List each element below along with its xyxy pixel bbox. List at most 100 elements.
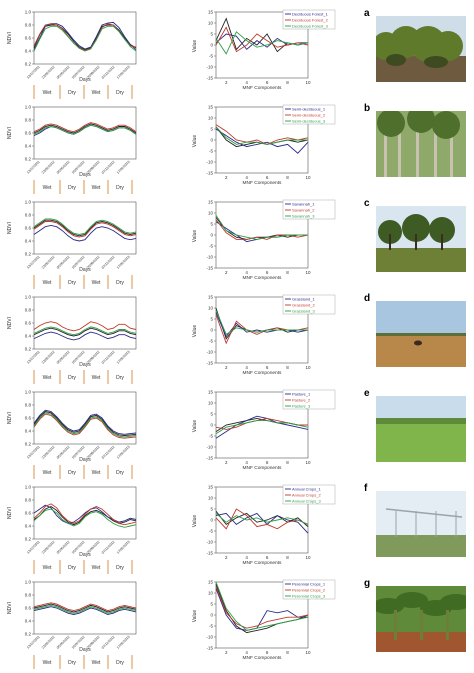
legend-box bbox=[282, 9, 336, 30]
mnf-chart: Value 15 10 5 0 -5 -10 -15 2 4 6 8 10 MNF Components D… bbox=[192, 9, 336, 91]
ndvi-series-line bbox=[33, 25, 137, 52]
mnf-series-line bbox=[215, 312, 309, 338]
season-label: Wet bbox=[43, 565, 52, 571]
mnf-chart: Value 15 10 5 0 -5 -10 -15 2 4 6 8 10 MNF Components G… bbox=[192, 294, 336, 376]
mnf-tick-label: 10 bbox=[208, 591, 214, 596]
ndvi-plot-frame bbox=[33, 296, 137, 350]
season-label: Wet bbox=[92, 660, 101, 666]
mnf-series-line bbox=[215, 31, 309, 55]
legend-entry: Semi-deciduous_2 bbox=[292, 113, 326, 118]
mnf-x-tick-label: 6 bbox=[266, 365, 269, 370]
mnf-tick-label: 15 bbox=[208, 485, 214, 490]
ndvi-series-line bbox=[33, 411, 137, 436]
mnf-tick-label: 10 bbox=[208, 401, 214, 406]
panel-letter: c bbox=[364, 198, 370, 209]
mnf-tick-label: -15 bbox=[206, 551, 213, 556]
mnf-x-tick-label: 4 bbox=[245, 270, 248, 275]
mnf-x-tick-label: 2 bbox=[225, 270, 228, 275]
mnf-x-tick-label: 6 bbox=[266, 80, 269, 85]
date-tick-label: 23/02/2012 bbox=[41, 255, 56, 270]
mnf-chart: Value 15 10 5 0 -5 -10 -15 2 4 6 8 10 MNF Components P… bbox=[192, 390, 336, 471]
date-tick-label: 13/12/2011 bbox=[26, 445, 41, 460]
date-tick-label: 17/02/2013 bbox=[116, 255, 131, 270]
ndvi-series-line bbox=[33, 412, 137, 438]
landscape-photo bbox=[376, 206, 466, 272]
mnf-series-line bbox=[215, 126, 308, 145]
mnf-tick-label: 0 bbox=[210, 233, 213, 238]
mnf-x-tick-label: 2 bbox=[225, 80, 228, 85]
mnf-x-tick-label: 10 bbox=[305, 175, 311, 180]
season-label: Dry bbox=[116, 375, 124, 381]
mnf-x-tick-label: 10 bbox=[305, 270, 311, 275]
season-label: Dry bbox=[68, 90, 76, 96]
mnf-x-tick-label: 10 bbox=[305, 555, 311, 560]
mnf-tick-label: 5 bbox=[210, 412, 213, 417]
legend-entry: Semi-deciduous_3 bbox=[292, 119, 326, 124]
mnf-tick-label: 0 bbox=[210, 328, 213, 333]
legend-box bbox=[282, 579, 336, 600]
legend-box bbox=[282, 294, 336, 315]
landscape-photo-art bbox=[376, 396, 466, 462]
season-label: Wet bbox=[92, 90, 101, 96]
legend-entry: Annual Crops_3 bbox=[292, 499, 321, 504]
season-label: Wet bbox=[43, 470, 52, 476]
date-tick-label: 17/02/2013 bbox=[116, 635, 131, 650]
mnf-tick-label: 10 bbox=[208, 21, 214, 26]
legend-entry: Annual Crops_1 bbox=[292, 487, 321, 492]
panel-letter: a bbox=[364, 8, 370, 19]
date-tick-label: 07/12/2012 bbox=[101, 350, 116, 365]
date-tick-label: 07/12/2012 bbox=[101, 65, 116, 80]
ndvi-series-line bbox=[33, 219, 137, 237]
mnf-chart: Value 15 10 5 0 -5 -10 -15 2 4 6 8 10 MNF Components P… bbox=[192, 579, 336, 661]
ndvi-series-line bbox=[33, 24, 137, 51]
ndvi-tick-label: 0.8 bbox=[25, 213, 32, 218]
landscape-photo-art bbox=[376, 111, 466, 177]
season-label: Wet bbox=[92, 375, 101, 381]
season-label: Dry bbox=[68, 660, 76, 666]
ndvi-tick-label: 0.6 bbox=[25, 226, 32, 231]
mnf-tick-label: 15 bbox=[208, 105, 214, 110]
ndvi-tick-label: 1.0 bbox=[25, 105, 32, 110]
landscape-photo-art bbox=[376, 586, 466, 652]
date-tick-label: 13/12/2011 bbox=[26, 255, 41, 270]
landscape-photo bbox=[376, 111, 466, 177]
panel-c: NDVI 1.0 0.8 0.6 0.4 0.2 13/12/2011 23/02/2012 0… bbox=[0, 198, 474, 293]
mnf-tick-label: 15 bbox=[208, 295, 214, 300]
mnf-x-tick-label: 6 bbox=[266, 555, 269, 560]
mnf-x-tick-label: 4 bbox=[245, 460, 248, 465]
mnf-tick-label: -15 bbox=[206, 266, 213, 271]
date-tick-label: 13/12/2011 bbox=[26, 65, 41, 80]
ndvi-axis-label: NDVI bbox=[7, 222, 13, 234]
ndvi-tick-label: 1.0 bbox=[25, 295, 32, 300]
mnf-tick-label: -15 bbox=[206, 456, 213, 461]
mnf-tick-label: 5 bbox=[210, 32, 213, 37]
ndvi-axis-label: NDVI bbox=[7, 507, 13, 519]
ndvi-series-line bbox=[33, 122, 137, 133]
mnf-x-tick-label: 8 bbox=[286, 270, 289, 275]
season-label: Dry bbox=[116, 280, 124, 286]
ndvi-plot-frame bbox=[33, 11, 137, 65]
mnf-x-tick-label: 4 bbox=[245, 175, 248, 180]
mnf-x-tick-label: 6 bbox=[266, 460, 269, 465]
ndvi-tick-label: 0.6 bbox=[25, 131, 32, 136]
ndvi-series-line bbox=[33, 504, 137, 524]
legend-entry: Savannah_3 bbox=[292, 214, 315, 219]
ndvi-tick-label: 0.2 bbox=[25, 537, 32, 542]
mnf-tick-label: 15 bbox=[208, 10, 214, 15]
mnf-tick-label: -15 bbox=[206, 361, 213, 366]
ndvi-tick-label: 0.6 bbox=[25, 36, 32, 41]
date-tick-label: 05/05/2012 bbox=[56, 445, 71, 460]
ndvi-series-line bbox=[33, 124, 137, 135]
mnf-axis-label: MNF Components bbox=[243, 560, 283, 566]
ndvi-axis-label: NDVI bbox=[7, 32, 13, 44]
mnf-tick-label: 0 bbox=[210, 423, 213, 428]
panel-d: NDVI 1.0 0.8 0.6 0.4 0.2 13/12/2011 23/02/2012 0… bbox=[0, 293, 474, 388]
season-label: Dry bbox=[116, 565, 124, 571]
mnf-series-line bbox=[215, 314, 309, 345]
